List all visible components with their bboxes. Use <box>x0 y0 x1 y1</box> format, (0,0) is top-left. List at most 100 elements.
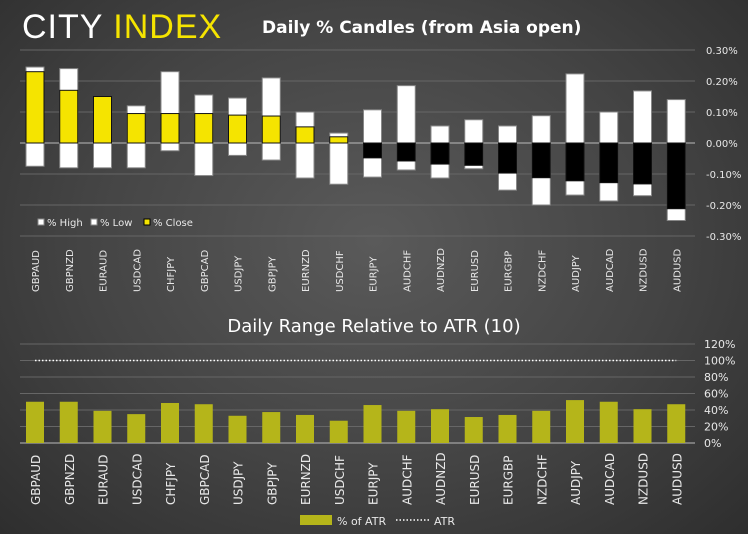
x-tick-label: EURNZD <box>301 249 312 292</box>
atr-pct-bar <box>431 409 449 443</box>
x-tick-label: GBPNZD <box>63 454 77 505</box>
atr-pct-bar <box>363 405 382 443</box>
y-tick-label: 120% <box>704 338 735 351</box>
x-tick-label: EURUSD <box>470 250 481 292</box>
high-bar <box>666 99 686 144</box>
x-tick-label: AUDCAD <box>603 453 617 505</box>
x-tick-label: NZDUSD <box>637 453 651 505</box>
legend-label: ATR <box>434 515 455 528</box>
close-bar <box>363 142 382 159</box>
high-bar <box>430 125 450 144</box>
low-bar <box>59 142 79 169</box>
y-tick-label: -0.10% <box>706 170 741 181</box>
y-tick-label: 100% <box>704 355 735 368</box>
x-tick-label: USDCAD <box>130 454 144 505</box>
y-tick-label: 60% <box>704 388 728 401</box>
x-tick-label: EURJPY <box>369 256 380 292</box>
legend-swatch <box>37 218 45 226</box>
x-tick-label: AUDCAD <box>605 248 616 292</box>
atr-pct-bar <box>667 404 686 443</box>
y-tick-label: 40% <box>704 404 728 417</box>
atr-pct-bar <box>296 414 314 443</box>
x-tick-label: USDCHF <box>333 455 347 505</box>
x-tick-label: AUDJPY <box>571 254 582 292</box>
y-tick-label: 0.20% <box>706 77 738 88</box>
x-tick-label: NZDUSD <box>639 248 650 292</box>
low-bar <box>329 142 349 185</box>
high-bar <box>464 119 484 144</box>
atr-pct-bar <box>26 401 44 443</box>
close-bar <box>59 89 79 144</box>
close-bar <box>531 142 551 179</box>
close-bar <box>396 142 416 162</box>
high-bar <box>599 111 619 144</box>
atr-pct-bar <box>93 410 112 443</box>
atr-pct-bar <box>498 414 517 443</box>
legend-label: % Low <box>100 218 132 229</box>
atr-pct-bar <box>532 410 551 443</box>
y-tick-label: 80% <box>704 371 728 384</box>
x-tick-label: EURJPY <box>367 462 381 505</box>
x-tick-label: EURAUD <box>97 455 111 505</box>
x-tick-label: AUDUSD <box>670 453 684 505</box>
high-bar <box>396 85 416 144</box>
high-bar <box>633 90 652 144</box>
close-bar <box>633 142 652 185</box>
x-tick-label: EURNZD <box>299 454 313 505</box>
legend-swatch <box>300 515 332 525</box>
legend-label: % of ATR <box>337 515 386 528</box>
y-tick-label: 0.00% <box>706 139 738 150</box>
low-bar <box>295 142 315 179</box>
low-bar <box>261 142 281 161</box>
x-tick-label: USDCHF <box>335 250 346 292</box>
low-bar <box>160 142 180 152</box>
x-tick-label: GBPAUD <box>29 455 43 505</box>
atr-pct-bar <box>599 401 618 443</box>
atr-pct-bar <box>633 409 652 443</box>
x-tick-label: GBPCAD <box>198 454 212 505</box>
x-tick-label: AUDUSD <box>672 248 683 292</box>
y-tick-label: -0.30% <box>706 232 741 243</box>
x-tick-label: EURAUD <box>99 250 110 292</box>
atr-pct-bar <box>397 410 416 443</box>
legend-label: % High <box>47 218 83 229</box>
x-tick-label: GBPCAD <box>200 250 211 292</box>
y-tick-label: 20% <box>704 421 728 434</box>
low-bar <box>25 142 45 167</box>
high-bar <box>531 115 551 144</box>
close-bar <box>498 142 517 174</box>
close-bar <box>565 142 585 182</box>
x-tick-label: USDJPY <box>232 461 246 505</box>
close-bar <box>464 142 484 166</box>
close-bar <box>160 113 180 144</box>
atr-pct-bar <box>566 400 584 443</box>
high-bar <box>565 73 585 144</box>
high-bar <box>363 109 382 144</box>
low-bar <box>93 142 112 169</box>
atr-pct-bar <box>329 420 348 443</box>
close-bar <box>430 142 450 165</box>
x-tick-label: GBPJPY <box>267 256 278 292</box>
legend-swatch <box>143 218 151 226</box>
legend-swatch <box>90 218 98 226</box>
x-tick-label: GBPAUD <box>31 250 42 292</box>
close-bar <box>666 142 686 210</box>
x-tick-label: AUDCHF <box>400 454 414 505</box>
x-tick-label: AUDJPY <box>569 460 583 505</box>
x-tick-label: EURUSD <box>468 455 482 505</box>
close-bar <box>295 126 315 144</box>
x-tick-label: GBPNZD <box>65 249 76 292</box>
candles-chart-title: Daily % Candles (from Asia open) <box>262 18 582 38</box>
x-tick-label: USDCAD <box>132 249 143 292</box>
atr-chart-title: Daily Range Relative to ATR (10) <box>227 316 521 337</box>
y-tick-label: 0% <box>704 437 721 450</box>
close-bar <box>93 96 112 144</box>
city-index-logo: CITY INDEX <box>22 8 223 46</box>
x-tick-label: EURGBP <box>502 456 516 505</box>
close-bar <box>228 114 247 144</box>
high-bar <box>498 125 517 144</box>
x-tick-label: AUDNZD <box>436 248 447 292</box>
x-tick-label: AUDNZD <box>434 452 448 505</box>
